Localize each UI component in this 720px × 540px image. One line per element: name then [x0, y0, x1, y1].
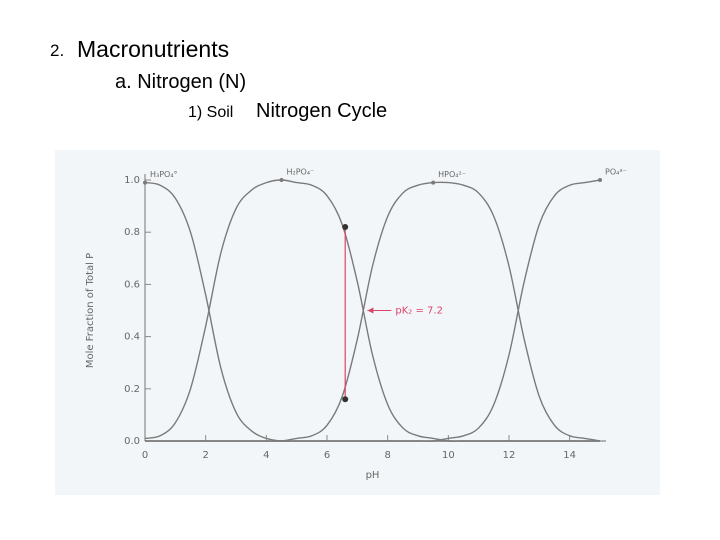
chart-background — [55, 150, 660, 495]
x-tick-label: 14 — [563, 450, 576, 461]
series-label: HPO₄²⁻ — [438, 170, 466, 179]
series-label: H₂PO₄⁻ — [287, 168, 315, 177]
y-tick-label: 0.6 — [124, 279, 140, 290]
label-dot — [143, 180, 147, 185]
y-tick-label: 0.8 — [124, 227, 140, 238]
chart: 0.0 0.2 0.4 0.6 0.8 1.0 0 2 4 6 8 10 12 14 pH Mole Frac… — [55, 150, 660, 495]
x-tick-label: 12 — [503, 450, 516, 461]
y-tick-label: 0.2 — [124, 384, 140, 395]
highlight-point — [342, 223, 349, 230]
subheading: a. Nitrogen (N) — [115, 71, 247, 93]
x-tick-label: 4 — [263, 450, 269, 461]
x-tick-label: 0 — [142, 450, 148, 461]
highlight-point — [342, 396, 349, 403]
series-line — [144, 179, 601, 442]
item-number: 1) Soil — [188, 104, 234, 121]
x-axis-label: pH — [366, 470, 380, 481]
x-tick-label: 10 — [442, 450, 455, 461]
annotation-arrowhead — [367, 307, 374, 314]
y-axis-label: Mole Fraction of Total P — [85, 253, 96, 368]
label-dot — [598, 178, 602, 182]
series-label: PO₄³⁻ — [605, 168, 627, 177]
y-tick-label: 1.0 — [124, 175, 140, 186]
label-dot — [431, 180, 436, 185]
y-tick-label: 0.4 — [124, 332, 140, 343]
heading-number: 2. — [50, 41, 65, 60]
x-tick-label: 2 — [202, 450, 208, 461]
x-tick-label: 8 — [384, 450, 390, 461]
item-text: Nitrogen Cycle — [256, 100, 388, 122]
label-dot — [279, 178, 284, 182]
series-line — [144, 179, 600, 442]
heading-text: Macronutrients — [77, 36, 230, 62]
series-label: H₃PO₄° — [150, 170, 178, 179]
x-tick-label: 6 — [324, 450, 330, 461]
y-tick-label: 0.0 — [124, 436, 140, 447]
annotation: pK₂ = 7.2 — [395, 306, 443, 317]
